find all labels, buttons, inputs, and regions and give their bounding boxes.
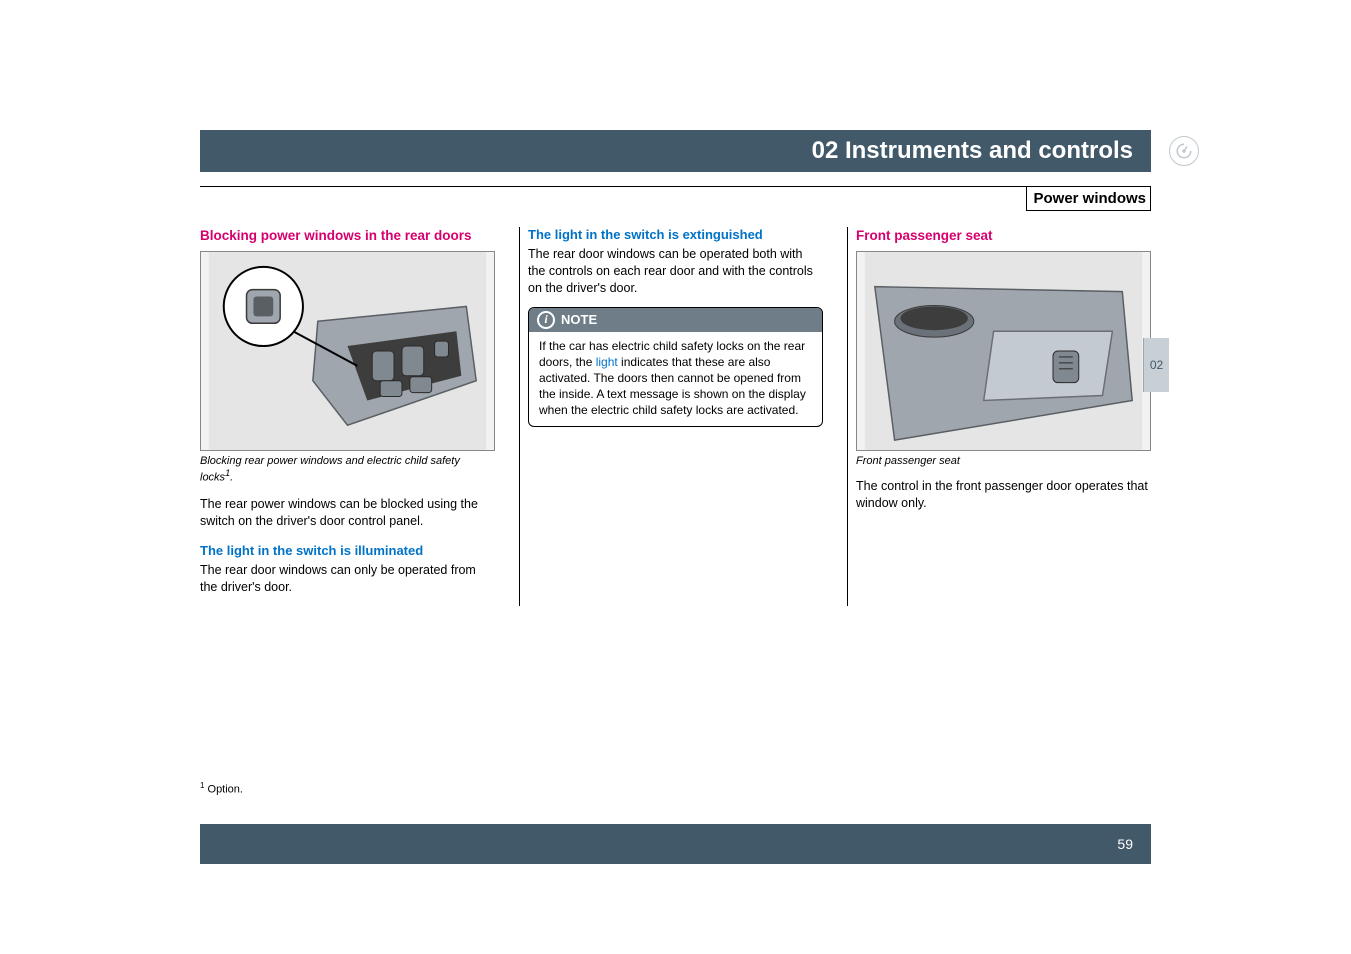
page-number: 59 (1117, 836, 1133, 852)
body-blocking-desc: The rear power windows can be blocked us… (200, 496, 495, 530)
caption-text-1a: Blocking rear power windows and electric… (200, 455, 460, 484)
figure-front-passenger-control (856, 251, 1151, 451)
column-3: Front passenger seat Front passenger sea… (847, 227, 1151, 606)
footer: 59 (200, 824, 1151, 864)
section-title: Power windows (1026, 187, 1151, 211)
speedometer-icon (1169, 136, 1199, 166)
note-body: If the car has electric child safety loc… (529, 332, 822, 427)
heading-blocking-rear: Blocking power windows in the rear doors (200, 227, 495, 245)
footnote: 1 Option. (200, 781, 243, 796)
heading-light-on: The light in the switch is illuminated (200, 543, 495, 560)
column-2: The light in the switch is extinguished … (519, 227, 823, 606)
figure-driver-door-panel (200, 251, 495, 451)
note-head: i NOTE (529, 308, 822, 332)
section-title-row: Power windows (200, 186, 1151, 211)
footnote-text: Option. (204, 784, 243, 796)
figure-caption-3: Front passenger seat (856, 455, 1151, 469)
heading-front-passenger: Front passenger seat (856, 227, 1151, 245)
caption-text-1b: . (230, 472, 233, 484)
chapter-title: 02 Instruments and controls (812, 137, 1133, 165)
note-link-light[interactable]: light (596, 355, 618, 369)
body-light-off: The rear door windows can be operated bo… (528, 246, 823, 297)
column-1: Blocking power windows in the rear doors (200, 227, 495, 606)
info-icon: i (537, 311, 555, 329)
heading-light-off: The light in the switch is extinguished (528, 227, 823, 244)
footer-stripe: 59 (200, 824, 1151, 864)
body-light-on: The rear door windows can only be operat… (200, 562, 495, 596)
chapter-side-tab: 02 (1143, 338, 1169, 392)
content-columns: Blocking power windows in the rear doors (200, 227, 1151, 606)
chapter-header: 02 Instruments and controls (200, 130, 1151, 172)
figure-caption-1: Blocking rear power windows and electric… (200, 455, 495, 486)
body-front-passenger: The control in the front passenger door … (856, 478, 1151, 512)
note-box: i NOTE If the car has electric child saf… (528, 307, 823, 428)
note-label: NOTE (561, 312, 597, 327)
